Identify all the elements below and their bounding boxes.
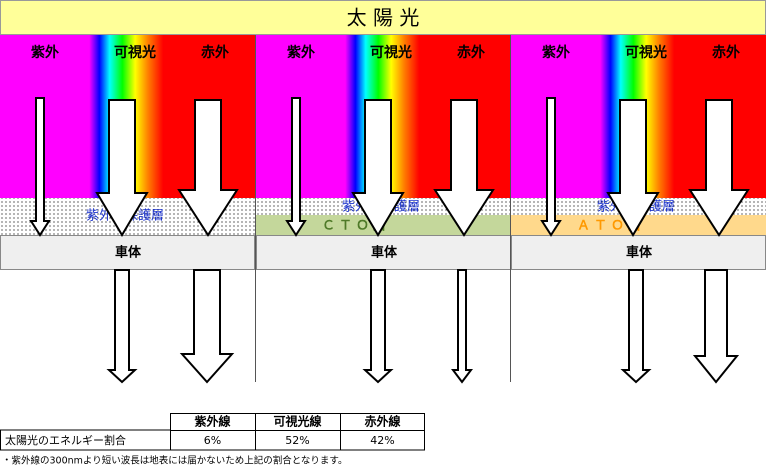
arrow — [692, 269, 740, 384]
arrow — [29, 97, 51, 237]
spectrum-label: 可視光 — [370, 44, 412, 61]
spectrum-label: 紫外 — [31, 44, 59, 61]
arrow — [351, 99, 405, 237]
row-label: 太陽光のエネルギー割合 — [5, 433, 126, 447]
body-label: 車体 — [115, 245, 142, 261]
arrow — [606, 99, 660, 237]
table-cell: 6% — [204, 434, 221, 447]
body-label: 車体 — [371, 245, 398, 261]
body-band — [256, 235, 511, 270]
spectrum-label: 紫外 — [287, 44, 315, 61]
table-cell: 42% — [370, 434, 394, 447]
spectrum-label: 可視光 — [625, 44, 667, 61]
arrow — [362, 269, 394, 384]
arrow — [285, 97, 307, 237]
note: ・紫外線の300nmより短い波長は地表には届かないため上記の割合となります。 — [2, 455, 347, 467]
body-band — [0, 235, 255, 270]
spectrum-label: 赤外 — [457, 44, 485, 61]
arrow — [433, 99, 495, 237]
arrow — [451, 269, 473, 384]
arrow — [95, 99, 149, 237]
arrow — [106, 269, 138, 384]
title-bar — [0, 0, 766, 35]
table-cell: 52% — [285, 434, 309, 447]
spectrum-label: 赤外 — [201, 44, 229, 61]
spectrum-label: 可視光 — [114, 44, 156, 61]
table-header: 可視光線 — [273, 414, 321, 429]
title: 太 陽 光 — [347, 6, 420, 30]
arrow — [620, 269, 652, 384]
arrow — [179, 269, 235, 384]
arrow — [540, 97, 562, 237]
arrow — [177, 99, 239, 237]
spectrum-label: 赤外 — [712, 44, 740, 61]
table-header: 紫外線 — [194, 414, 230, 429]
spectrum-label: 紫外 — [542, 44, 570, 61]
table-header: 赤外線 — [364, 414, 400, 429]
body-label: 車体 — [626, 245, 653, 261]
arrow — [688, 99, 750, 237]
